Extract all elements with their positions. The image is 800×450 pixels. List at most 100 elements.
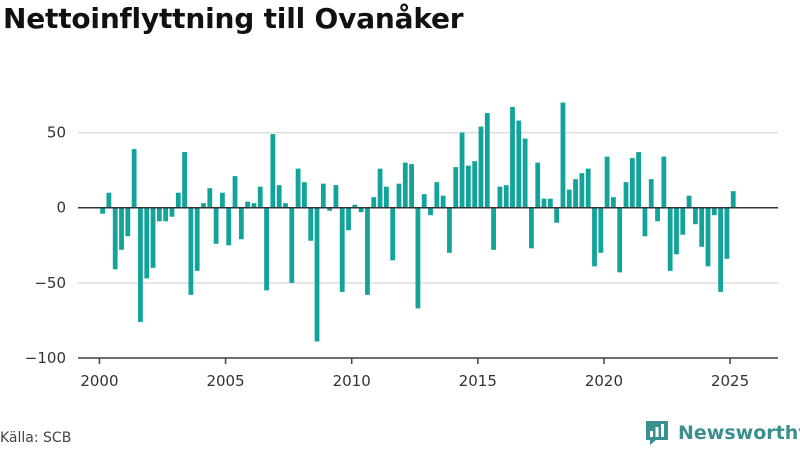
bar <box>711 207 717 216</box>
bar <box>705 207 711 267</box>
bar <box>434 182 440 208</box>
bar <box>453 167 459 208</box>
bar <box>396 183 402 208</box>
bar <box>175 192 181 208</box>
axes <box>78 206 778 359</box>
x-tick-label: 2005 <box>206 372 244 390</box>
bar <box>289 207 295 283</box>
bar <box>674 207 679 255</box>
bar <box>226 207 232 246</box>
bar <box>522 138 528 208</box>
bar <box>478 126 484 208</box>
x-tick-label: 2020 <box>585 372 623 390</box>
bar <box>642 207 648 237</box>
y-axis-ticks: −100 −50 0 50 <box>25 124 66 367</box>
bar <box>516 120 522 208</box>
bar <box>667 207 673 271</box>
bar <box>680 207 686 235</box>
bar <box>560 102 566 208</box>
bar <box>150 207 156 268</box>
bar <box>201 203 206 208</box>
x-axis-ticks: 2000 2005 2010 2015 2020 2025 <box>80 358 749 390</box>
bar <box>339 207 345 292</box>
bar <box>169 207 175 217</box>
bar <box>428 207 433 216</box>
bar <box>257 186 263 208</box>
bar <box>245 201 251 208</box>
bar <box>648 179 654 208</box>
bar <box>213 207 219 244</box>
bar <box>371 197 377 208</box>
bar <box>491 207 496 250</box>
bar <box>573 179 578 208</box>
page-title: Nettoinflyttning till Ovanåker <box>3 2 464 35</box>
bars <box>100 102 736 342</box>
bar <box>264 207 269 291</box>
bar <box>692 207 698 225</box>
bar <box>585 168 591 208</box>
bar <box>327 207 333 211</box>
bar <box>724 207 730 259</box>
bar <box>194 207 200 271</box>
bar <box>510 107 515 208</box>
bar <box>302 182 307 208</box>
bar <box>163 207 169 222</box>
bar <box>592 207 597 267</box>
bar <box>390 207 396 261</box>
bar <box>598 207 604 253</box>
bar <box>365 207 370 295</box>
bar <box>295 168 301 208</box>
bar <box>440 195 446 208</box>
bar <box>472 161 478 208</box>
bar <box>333 185 339 208</box>
bar <box>320 183 326 208</box>
bar <box>465 165 471 208</box>
bar <box>100 207 105 214</box>
bar <box>421 194 427 208</box>
bar <box>497 186 503 208</box>
bar <box>611 197 616 208</box>
y-tick-label: 0 <box>56 199 66 217</box>
bar <box>718 207 724 292</box>
bar <box>144 207 150 279</box>
bar <box>503 185 509 208</box>
bar <box>131 149 137 208</box>
x-tick-label: 2010 <box>333 372 371 390</box>
bar <box>276 185 282 208</box>
bar <box>554 207 560 223</box>
bar <box>308 207 314 241</box>
bar <box>459 132 465 208</box>
bar <box>484 113 490 208</box>
bar <box>220 192 225 208</box>
y-tick-label: −100 <box>25 349 66 367</box>
bar <box>661 156 667 208</box>
bar <box>402 162 408 208</box>
bar <box>125 207 131 237</box>
bar <box>617 207 623 273</box>
x-tick-label: 2000 <box>80 372 118 390</box>
bar <box>112 207 118 270</box>
bar <box>604 156 610 208</box>
bar <box>529 207 534 249</box>
bar <box>238 207 244 240</box>
bar <box>655 207 660 222</box>
bar <box>232 176 238 208</box>
bar <box>383 186 389 208</box>
bar <box>270 134 276 208</box>
bar <box>623 182 629 208</box>
x-tick-label: 2025 <box>711 372 749 390</box>
bar <box>535 162 541 208</box>
y-tick-label: 50 <box>47 124 66 142</box>
brand-name: Newsworthy <box>678 422 800 444</box>
bar <box>251 203 257 208</box>
bar <box>409 164 414 208</box>
bar <box>182 152 187 208</box>
bar <box>547 198 553 208</box>
x-tick-label: 2015 <box>459 372 497 390</box>
bar <box>636 152 642 208</box>
bar <box>415 207 421 309</box>
brand-logo: Newsworthy <box>644 419 800 447</box>
newsworthy-logo-icon <box>646 421 668 445</box>
bar <box>283 203 288 208</box>
